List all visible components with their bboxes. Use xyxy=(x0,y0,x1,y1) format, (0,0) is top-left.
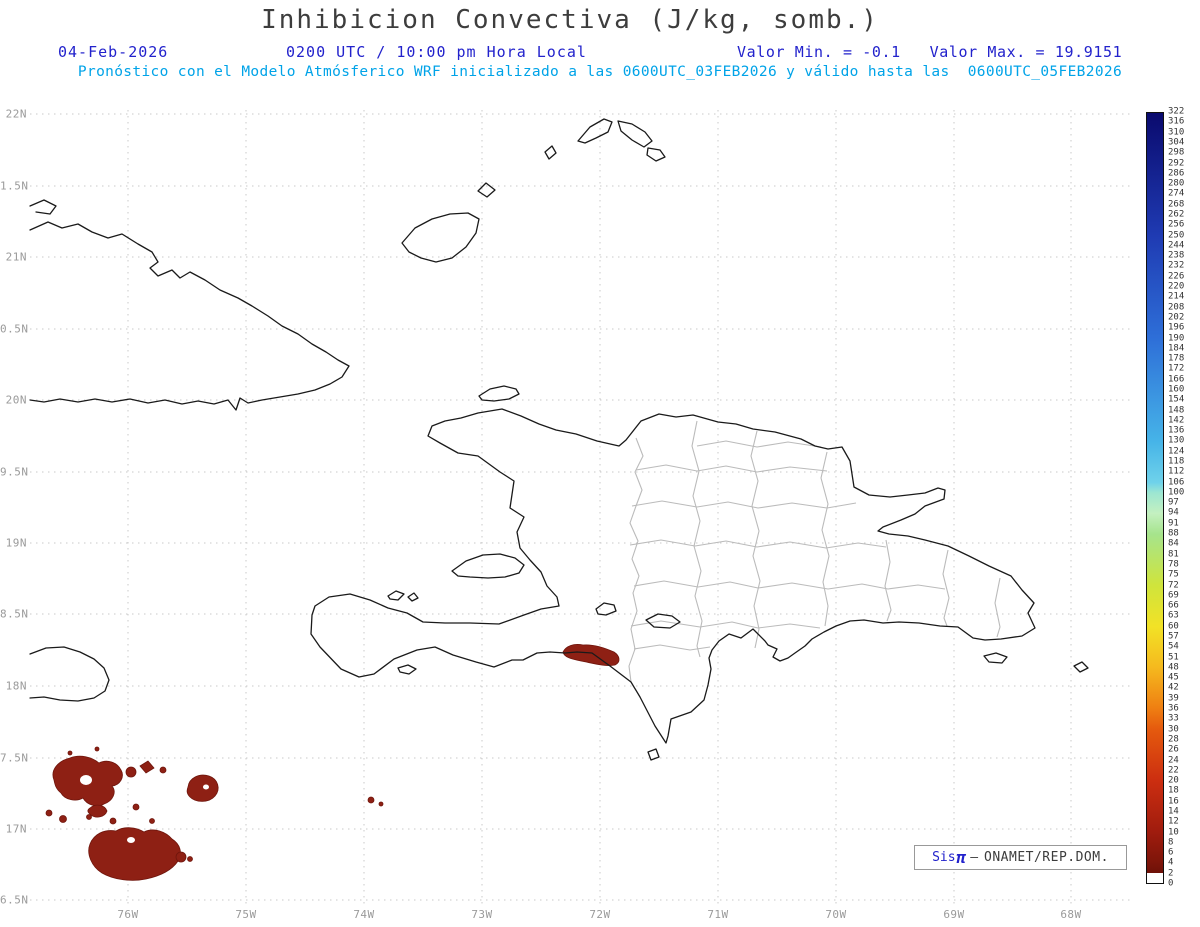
cin-shaded-spot xyxy=(367,796,375,804)
cin-shaded-spot xyxy=(59,815,67,823)
coastline-lake-azuei xyxy=(595,602,617,616)
cin-shaded-spot xyxy=(94,746,100,752)
province-boundary xyxy=(635,464,828,473)
province-boundary xyxy=(630,620,821,629)
cin-shaded-spot xyxy=(159,766,167,774)
province-boundary xyxy=(820,451,830,627)
coastline-little-inagua xyxy=(477,182,496,198)
cin-shaded-spot xyxy=(86,814,92,820)
cin-shaded-spot xyxy=(125,766,137,778)
coastline-west-caicos xyxy=(544,145,557,160)
province-boundary xyxy=(750,430,761,649)
cin-shaded-spot xyxy=(187,856,193,862)
valid-time-label: 0200 UTC / 10:00 pm Hora Local xyxy=(286,43,587,61)
credit-pi-symbol: π xyxy=(956,848,967,867)
coastline-great-inagua xyxy=(401,212,480,263)
credit-brand: Sis xyxy=(932,850,956,865)
credit-separator: – xyxy=(970,850,979,865)
shade-gap xyxy=(80,775,92,785)
cin-shaded-region xyxy=(562,644,620,666)
colorbar xyxy=(1146,112,1164,884)
coastline-mona xyxy=(1073,661,1089,673)
cin-shaded-region xyxy=(186,774,219,802)
province-boundary xyxy=(691,420,703,658)
province-boundary xyxy=(994,577,1001,638)
model-init-line: Pronóstico con el Modelo Atmósferico WRF… xyxy=(77,64,1123,80)
cin-shaded-spot xyxy=(378,801,384,807)
coastline-saona xyxy=(983,652,1008,664)
province-boundary xyxy=(629,539,887,549)
coastline-lake-enriquillo xyxy=(645,613,681,629)
cin-shaded-region xyxy=(88,827,181,881)
province-boundary xyxy=(633,580,946,590)
coastline-ile-a-vache xyxy=(397,664,417,675)
coastline-jamaica-east xyxy=(29,646,110,702)
province-boundary xyxy=(884,539,892,622)
cin-shaded-spot xyxy=(67,750,73,756)
coastline-hispaniola xyxy=(310,408,1036,744)
cin-shaded-region xyxy=(139,760,155,774)
shade-gap xyxy=(127,837,135,843)
coastline-cuba-cays xyxy=(29,199,57,215)
cin-shaded-spot xyxy=(132,803,140,811)
colorbar-gradient xyxy=(1147,113,1163,883)
province-boundary xyxy=(942,549,950,627)
cin-shaded-spot xyxy=(175,851,187,863)
cin-shaded-region xyxy=(87,804,108,818)
cin-shaded-spot xyxy=(149,818,155,824)
chart-title: Inhibicion Convectiva (J/kg, somb.) xyxy=(261,5,879,35)
coastline-caicos-east-bank xyxy=(617,120,653,148)
forecast-date: 04-Feb-2026 xyxy=(58,43,169,61)
credit-box: Sis π – ONAMET/REP.DOM. xyxy=(914,845,1127,870)
province-boundary xyxy=(696,440,822,448)
province-boundary xyxy=(628,437,644,683)
coastline-tortuga xyxy=(478,385,520,402)
coastline-gonave xyxy=(451,553,525,579)
cin-shaded-spot xyxy=(45,809,53,817)
coastline-cuba xyxy=(29,221,350,411)
province-boundary xyxy=(633,644,711,651)
coastline-cayemites xyxy=(387,590,405,601)
cin-shaded-spot xyxy=(109,817,117,825)
min-max-values: Valor Min. = -0.1 Valor Max. = 19.9151 xyxy=(737,43,1123,61)
coastline-south-caicos xyxy=(646,147,666,162)
province-boundary xyxy=(631,500,857,509)
coastline-caicos-west-bank xyxy=(577,118,613,144)
credit-org: ONAMET/REP.DOM. xyxy=(984,850,1109,865)
shade-gap xyxy=(203,784,209,790)
coastline-beata xyxy=(647,748,660,761)
coastline-cayemites-2 xyxy=(407,592,419,602)
